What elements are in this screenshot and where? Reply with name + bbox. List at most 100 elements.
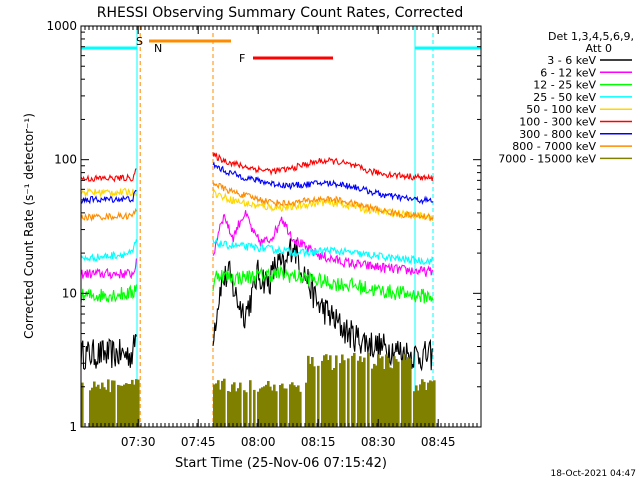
y-tick-label: 10 <box>62 286 77 300</box>
olive-bar <box>95 386 98 427</box>
olive-bar <box>113 380 116 427</box>
olive-bar <box>213 384 216 427</box>
chart-title: RHESSI Observing Summary Count Rates, Co… <box>97 5 463 21</box>
olive-bar <box>245 392 248 427</box>
olive-bar <box>281 383 284 427</box>
olive-bar <box>107 379 110 427</box>
series-line-7 <box>80 207 137 222</box>
olive-bar <box>121 385 124 427</box>
olive-bar <box>283 388 286 427</box>
olive-bar <box>377 354 380 427</box>
olive-bar <box>223 378 226 427</box>
olive-bar <box>103 387 106 427</box>
olive-bar <box>261 387 264 427</box>
olive-bar <box>99 388 102 427</box>
olive-bar <box>317 365 320 427</box>
olive-bar <box>383 369 386 427</box>
olive-bar <box>393 356 396 427</box>
olive-bar <box>343 360 346 427</box>
x-tick-label: 08:00 <box>241 435 276 449</box>
olive-bar <box>91 387 94 427</box>
olive-bar <box>271 390 274 427</box>
series-line-6 <box>80 189 137 205</box>
x-tick-label: 07:30 <box>121 435 156 449</box>
olive-bar <box>367 352 370 427</box>
olive-bar <box>229 391 232 427</box>
olive-bar <box>125 383 128 427</box>
olive-bar <box>299 391 302 427</box>
legend-label: 50 - 100 keV <box>526 103 596 116</box>
olive-bar <box>327 360 330 427</box>
annotation-n: N <box>154 42 162 55</box>
olive-bar <box>427 382 430 427</box>
olive-bar <box>413 391 416 427</box>
olive-bar <box>265 384 268 427</box>
olive-bar <box>259 388 262 427</box>
olive-bar <box>305 382 308 427</box>
olive-bar <box>419 384 422 427</box>
olive-bar <box>433 380 436 427</box>
olive-bar <box>221 380 224 427</box>
olive-bar <box>407 357 410 427</box>
series-line-1 <box>80 258 137 280</box>
olive-bar <box>263 386 266 427</box>
olive-bar <box>401 360 404 427</box>
olive-bar <box>307 355 310 427</box>
legend-label: 100 - 300 keV <box>519 116 596 129</box>
legend-label: 12 - 25 keV <box>533 79 596 92</box>
olive-bar <box>129 384 132 427</box>
x-tick-label: 07:45 <box>181 435 216 449</box>
olive-bar <box>243 390 246 427</box>
olive-bar <box>353 352 356 427</box>
olive-bar <box>309 363 312 427</box>
series-line-7 <box>212 181 434 222</box>
olive-bar <box>429 380 432 427</box>
olive-bar <box>293 385 296 427</box>
olive-bar <box>237 388 240 427</box>
legend-label: 25 - 50 keV <box>533 91 596 104</box>
footer-timestamp: 18-Oct-2021 04:47 <box>551 469 636 479</box>
legend-label: 6 - 12 keV <box>540 66 596 79</box>
olive-bar <box>273 384 276 427</box>
olive-bar <box>425 390 428 427</box>
legend-label: 7000 - 15000 keV <box>498 152 596 165</box>
olive-bar <box>373 363 376 427</box>
olive-bar <box>81 382 84 427</box>
series-line-6 <box>212 161 434 206</box>
olive-bar <box>357 360 360 427</box>
olive-bar <box>89 390 92 427</box>
olive-bar <box>431 381 434 427</box>
olive-bar <box>227 391 230 427</box>
olive-bar <box>127 384 130 427</box>
olive-bar <box>423 381 426 427</box>
olive-bar <box>257 391 260 427</box>
olive-bar <box>297 385 300 427</box>
olive-bar <box>339 363 342 427</box>
olive-bar <box>395 359 398 427</box>
olive-bar <box>267 381 270 427</box>
x-tick-label: 08:15 <box>301 435 336 449</box>
series-line-3 <box>212 237 434 266</box>
olive-bar <box>341 354 344 427</box>
legend-header-2: Att 0 <box>586 42 612 55</box>
x-axis-label: Start Time (25-Nov-06 07:15:42) <box>175 456 387 471</box>
olive-bar <box>239 382 242 427</box>
olive-bar <box>235 391 238 427</box>
y-tick-label: 1000 <box>46 19 77 33</box>
legend-header-1: Det 1,3,4,5,6,9, <box>548 30 634 43</box>
olive-bar <box>269 386 272 427</box>
bars-group <box>81 39 481 60</box>
legend-label: 3 - 6 keV <box>547 54 596 67</box>
y-tick-label: 100 <box>54 153 77 167</box>
olive-bar <box>101 382 104 427</box>
series-line-5 <box>80 168 137 183</box>
olive-bar <box>117 384 120 427</box>
series-group <box>80 152 436 427</box>
olive-bar <box>249 380 252 427</box>
olive-bar <box>361 362 364 427</box>
olive-bar <box>105 389 108 427</box>
olive-bar <box>323 355 326 427</box>
olive-bar <box>291 382 294 427</box>
